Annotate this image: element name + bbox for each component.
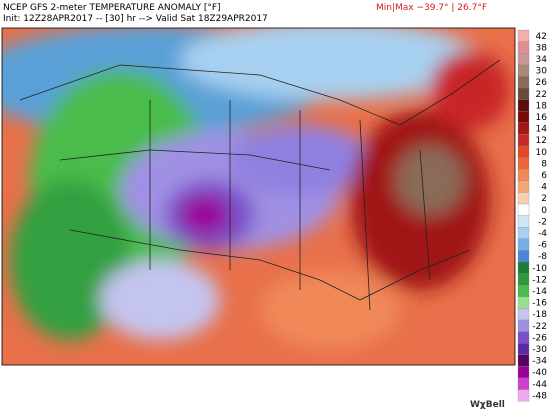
colorbar-label: 8 [541,159,547,169]
colorbar-label: -40 [532,368,547,378]
colorbar-label: 30 [536,67,548,77]
colorbar-label: 10 [536,148,548,158]
map [2,28,515,365]
colorbar-swatch [517,53,530,65]
colorbar-swatch [517,389,530,402]
colorbar-swatch [517,273,530,286]
colorbar-swatch [517,29,530,42]
colorbar-swatch [517,261,530,274]
colorbar-swatch [517,122,530,135]
colorbar-label: -48 [532,391,547,401]
colorbar-swatch [517,192,530,205]
colorbar-swatch [517,203,530,216]
colorbar-label: -16 [532,299,547,309]
title: NCEP GFS 2-meter TEMPERATURE ANOMALY [°F… [3,3,221,13]
colorbar-swatch [517,157,530,170]
colorbar-label: -4 [538,229,547,239]
colorbar-label: -44 [532,380,547,390]
colorbar-swatch [517,111,530,123]
colorbar-swatch [517,331,530,344]
colorbar-swatch [517,215,530,228]
colorbar-label: -34 [532,357,547,367]
colorbar-label: 4 [541,183,547,193]
colorbar-label: -30 [532,345,547,355]
colorbar-label: -10 [532,264,547,274]
colorbar-label: -8 [538,252,547,262]
colorbar-label: 14 [536,125,548,135]
colorbar-label: -22 [532,322,547,332]
colorbar-swatch [517,296,530,309]
colorbar-swatch [517,227,530,239]
colorbar-swatch [517,145,530,158]
colorbar-label: 0 [541,206,547,216]
colorbar-label: -2 [538,217,547,227]
map-frame [1,27,516,366]
colorbar-label: 2 [541,194,547,204]
colorbar-swatch [517,169,530,181]
colorbar-label: -14 [532,287,547,297]
colorbar-swatch [517,366,530,379]
colorbar-label: 38 [536,43,548,53]
colorbar-swatch [517,343,530,355]
colorbar-swatch [517,319,530,332]
colorbar-swatch [517,354,530,367]
colorbar-swatch [517,238,530,251]
colorbar-label: -26 [532,333,547,343]
colorbar-swatch [517,377,530,390]
colorbar-label: -12 [532,275,547,285]
colorbar-swatch [517,285,530,297]
colorbar-swatch [517,76,530,89]
colorbar-swatch [517,250,530,263]
colorbar-label: 18 [536,101,548,111]
colorbar-swatch [517,41,530,54]
colorbar-swatch [517,308,530,321]
colorbar-label: -6 [538,241,547,251]
colorbar-label: 22 [536,90,547,100]
colorbar-label: -18 [532,310,547,320]
colorbar-label: 16 [536,113,548,123]
colorbar-label: 26 [536,78,548,88]
colorbar-swatch [517,99,530,112]
colorbar-label: 12 [536,136,547,146]
colorbar-swatch [517,134,530,147]
colorbar-label: 42 [536,32,547,42]
colorbar-swatch [517,87,530,100]
colorbar-swatch [517,64,530,77]
colorbar-label: 6 [541,171,547,181]
colorbar-label: 34 [536,55,548,65]
min-max: Min|Max −39.7° | 26.7°F [376,3,487,13]
subtitle: Init: 12Z28APR2017 -- [30] hr --> Valid … [3,14,268,24]
colorbar-swatch [517,180,530,193]
logo: WχBell [470,400,505,410]
